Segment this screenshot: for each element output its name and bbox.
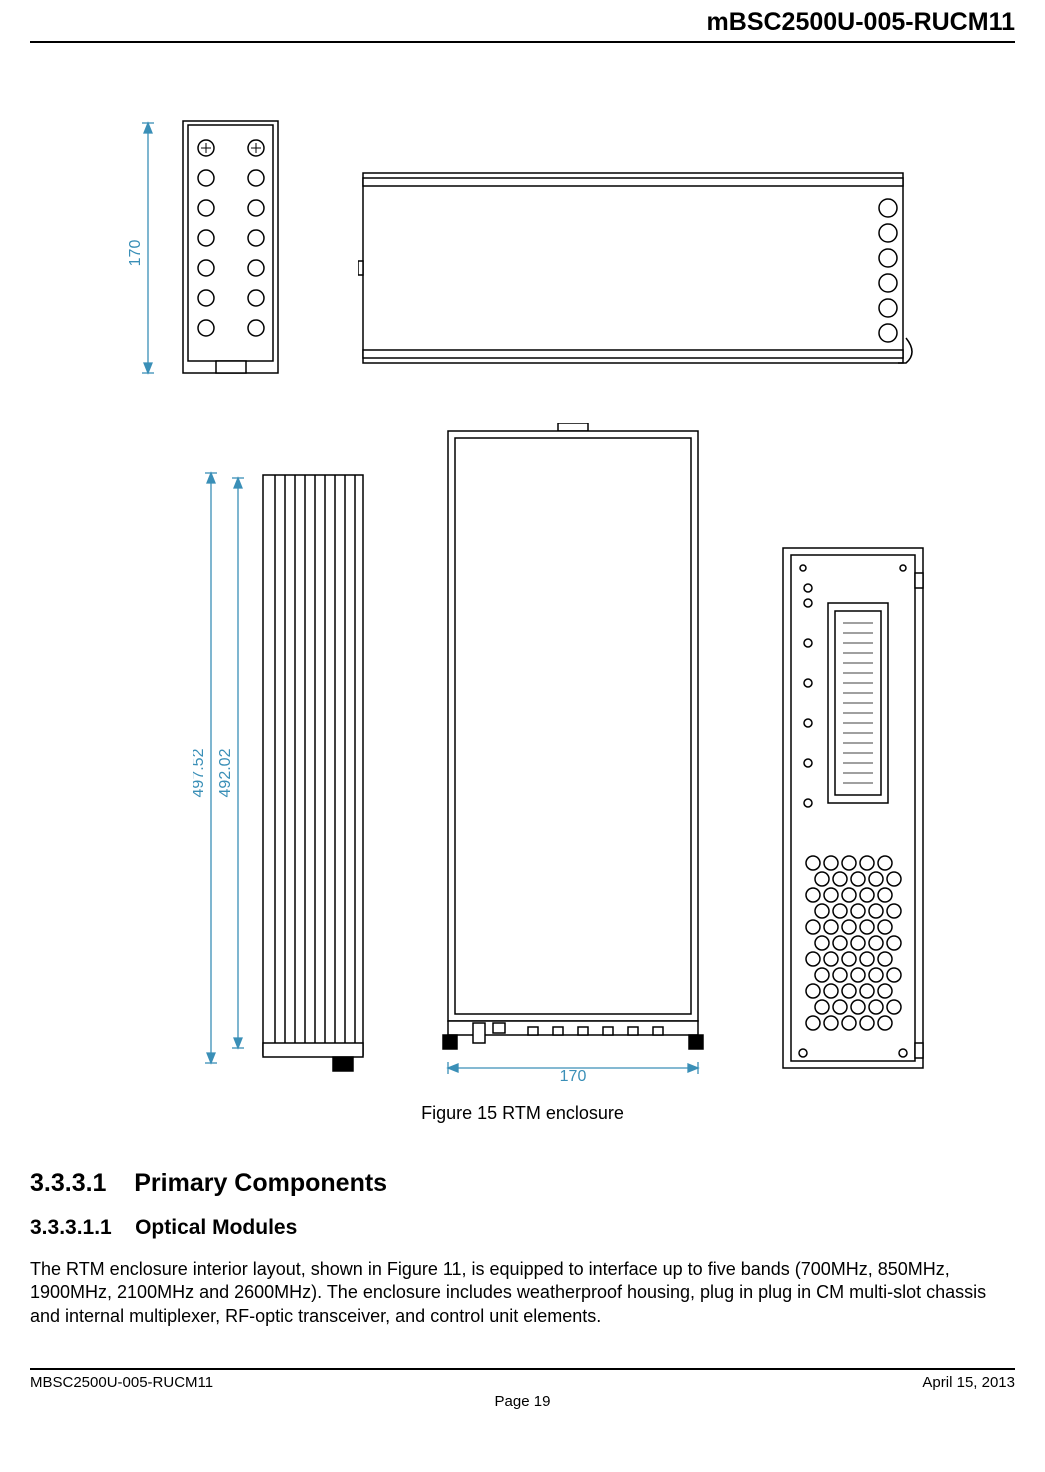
rear-view-drawing	[773, 543, 933, 1083]
dimension-label: 492.02	[217, 748, 234, 797]
footer-right: April 15, 2013	[922, 1374, 1015, 1391]
page-header: mBSC2500U-005-RUCM11	[30, 8, 1015, 43]
footer-page-number: Page 19	[30, 1393, 1015, 1410]
front-large-drawing: 170	[433, 423, 713, 1083]
section-heading-optical-modules: 3.3.3.1.1 Optical Modules	[30, 1216, 1015, 1240]
figure-row-1: 170	[128, 103, 918, 383]
footer-left: MBSC2500U-005-RUCM11	[30, 1374, 213, 1391]
body-paragraph: The RTM enclosure interior layout, shown…	[30, 1258, 1015, 1328]
footer-line: MBSC2500U-005-RUCM11 April 15, 2013	[30, 1374, 1015, 1391]
section-heading-primary-components: 3.3.3.1 Primary Components	[30, 1169, 1015, 1198]
figure-container: 170	[30, 103, 1015, 1149]
heading-number: 3.3.3.1.1	[30, 1216, 112, 1239]
dimension-label: 170	[128, 240, 144, 267]
figure-row-2: 497.52 492.02	[193, 423, 933, 1083]
heading-title: Primary Components	[134, 1169, 387, 1197]
dimension-label: 497.52	[193, 748, 207, 797]
document-page: mBSC2500U-005-RUCM11 170	[0, 0, 1045, 1430]
heading-number: 3.3.3.1	[30, 1169, 106, 1197]
header-title: mBSC2500U-005-RUCM11	[30, 8, 1015, 37]
dimension-label: 170	[559, 1068, 586, 1083]
side-view-drawing: 497.52 492.02	[193, 463, 373, 1083]
page-footer: MBSC2500U-005-RUCM11 April 15, 2013 Page…	[30, 1368, 1015, 1410]
figure-caption: Figure 15 RTM enclosure	[421, 1103, 624, 1124]
top-view-drawing	[358, 153, 918, 383]
heading-title: Optical Modules	[135, 1216, 297, 1239]
front-view-drawing: 170	[128, 103, 298, 383]
